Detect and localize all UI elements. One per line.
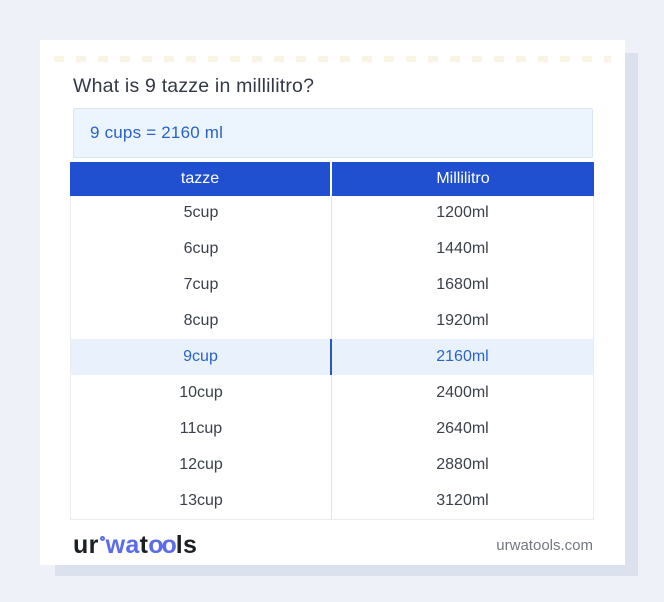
- conversion-card: What is 9 tazze in millilitro? 9 cups = …: [40, 40, 625, 565]
- decorative-dashed-strip: [54, 56, 611, 62]
- page-title: What is 9 tazze in millilitro?: [73, 75, 315, 97]
- cell-millilitro: 1440ml: [436, 240, 489, 257]
- cell-tazze: 5cup: [71, 195, 332, 231]
- cell-tazze: 10cup: [71, 375, 332, 411]
- logo-ring-icon: [99, 535, 105, 541]
- table-header-millilitro: Millilitro: [332, 162, 594, 196]
- conversion-table: tazze Millilitro 5cup 1200ml 6cup 1440ml 7cu…: [70, 162, 594, 520]
- table-row: 6cup 1440ml: [71, 231, 593, 267]
- cell-millilitro: 2400ml: [436, 384, 489, 401]
- cell-tazze: 11cup: [71, 411, 332, 447]
- table-row: 12cup 2880ml: [71, 447, 593, 483]
- cell-millilitro: 1920ml: [436, 312, 489, 329]
- table-row-highlighted: 9cup 2160ml: [71, 339, 593, 375]
- table-row: 8cup 1920ml: [71, 303, 593, 339]
- table-header-tazze: tazze: [70, 162, 332, 196]
- cell-tazze: 12cup: [71, 447, 332, 483]
- table-row: 7cup 1680ml: [71, 267, 593, 303]
- table-row: 13cup 3120ml: [71, 483, 593, 519]
- cell-millilitro: 1680ml: [436, 276, 489, 293]
- cell-millilitro: 1200ml: [436, 204, 489, 221]
- cell-tazze: 13cup: [71, 483, 332, 519]
- cell-millilitro: 2880ml: [436, 456, 489, 473]
- cell-tazze: 9cup: [71, 339, 332, 375]
- table-row: 10cup 2400ml: [71, 375, 593, 411]
- site-logo[interactable]: ur wa t oo ls: [73, 531, 197, 560]
- table-body: 5cup 1200ml 6cup 1440ml 7cup 1680ml 8cup 1920ml…: [71, 195, 593, 519]
- answer-text: 9 cups = 2160 ml: [90, 123, 224, 142]
- logo-text-ur: ur: [73, 530, 99, 559]
- website-url[interactable]: urwatools.com: [496, 536, 593, 554]
- cell-tazze: 8cup: [71, 303, 332, 339]
- table-row: 11cup 2640ml: [71, 411, 593, 447]
- cell-millilitro: 3120ml: [436, 492, 489, 509]
- logo-text-wa: wa: [105, 530, 140, 559]
- table-row: 5cup 1200ml: [71, 195, 593, 231]
- cell-millilitro: 2640ml: [436, 420, 489, 437]
- answer-box: 9 cups = 2160 ml: [73, 108, 593, 158]
- cell-tazze: 6cup: [71, 231, 332, 267]
- cell-millilitro: 2160ml: [436, 348, 489, 365]
- table-header-row: tazze Millilitro: [70, 162, 594, 196]
- logo-rings-oo: oo: [148, 530, 177, 559]
- logo-text-ls: ls: [175, 530, 198, 559]
- cell-tazze: 7cup: [71, 267, 332, 303]
- footer: ur wa t oo ls urwatools.com: [73, 527, 593, 563]
- logo-text-t: t: [139, 530, 149, 559]
